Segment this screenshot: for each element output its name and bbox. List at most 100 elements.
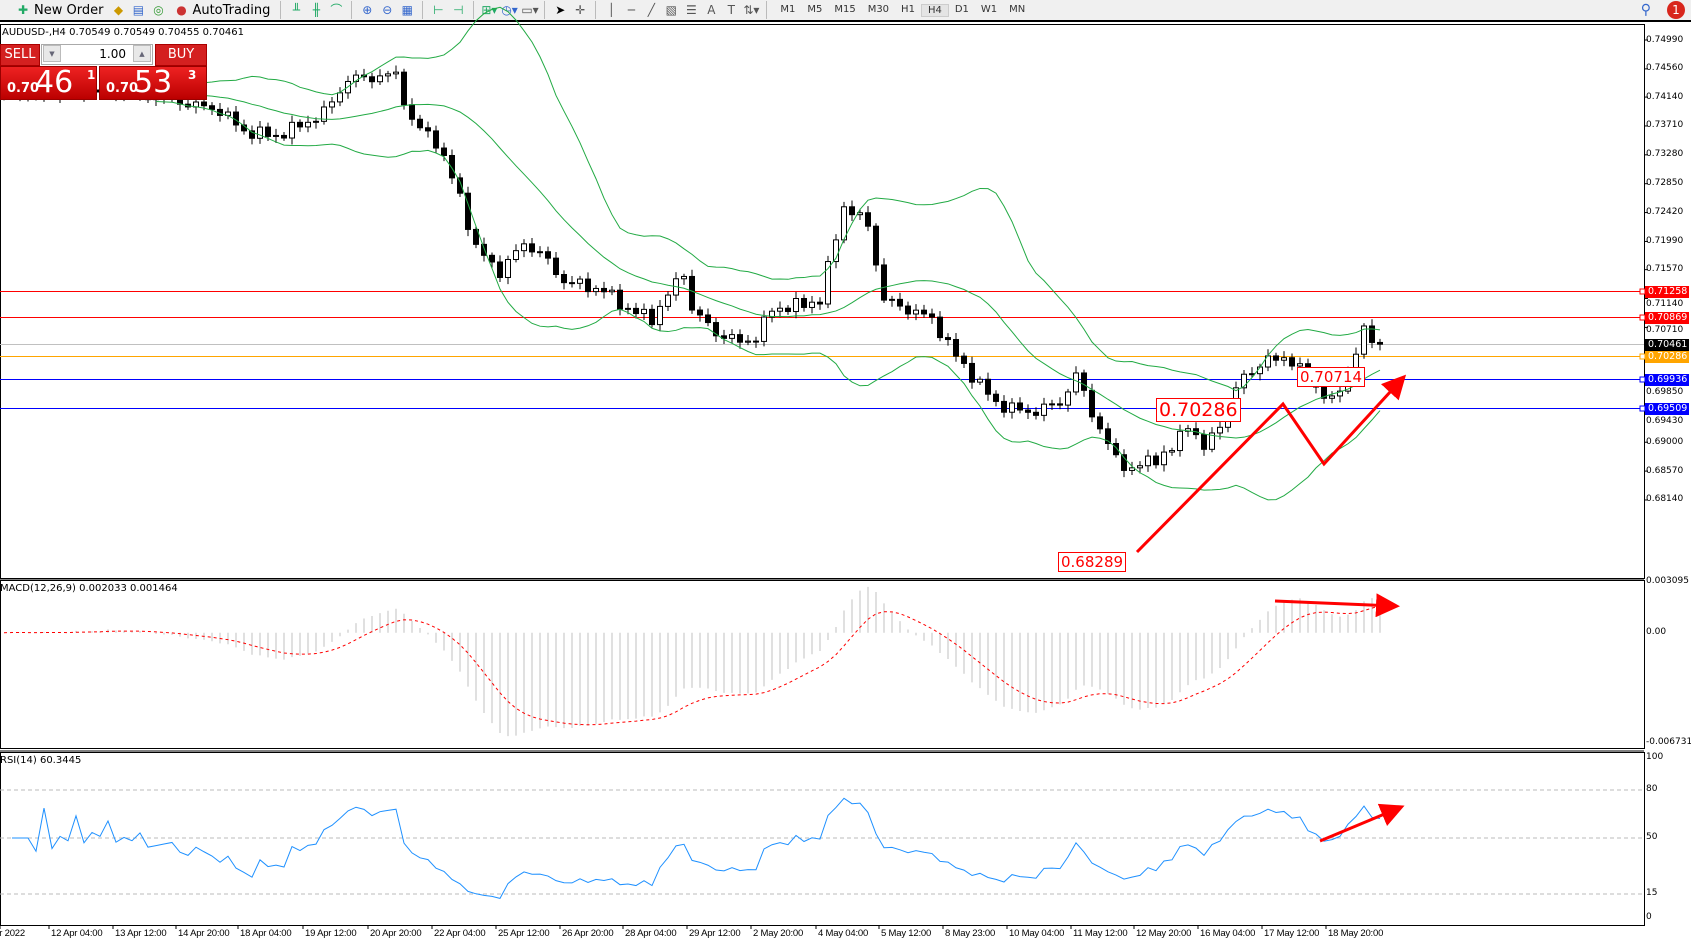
candle-bull <box>321 106 327 122</box>
rsi-line <box>12 797 1381 899</box>
candle-bear <box>993 393 999 402</box>
equidistant-channel-icon[interactable]: ▧ <box>665 3 677 17</box>
horizontal-line-icon[interactable]: ─ <box>627 3 635 17</box>
rsi-axis-label: 50 <box>1646 832 1658 842</box>
indicators-icon[interactable]: ⊞▾ <box>481 3 498 17</box>
time-axis-label: Apr 2022 <box>0 928 25 939</box>
text-icon[interactable]: A <box>707 3 716 17</box>
timeframe-d1[interactable]: D1 <box>954 3 969 15</box>
sell-price-button[interactable]: 0.70 46 1 <box>0 65 97 100</box>
lot-size-input[interactable]: 1.00 <box>41 44 153 65</box>
rsi-arrow <box>1319 803 1405 843</box>
candle-bear <box>705 314 711 324</box>
candle-bear <box>529 243 535 253</box>
candle-bull <box>809 301 815 308</box>
candle-bear <box>553 257 559 276</box>
candle-bull <box>769 310 775 318</box>
toolbar: ✚ New Order ◆ ▤ ◎ ● AutoTrading ╨ ╫ ⌒ ⊕ ⊖ … <box>0 0 1691 22</box>
autoscroll-icon[interactable]: ⊣ <box>453 3 464 17</box>
arrows-icon[interactable]: ⇅▾ <box>743 3 760 17</box>
candle-bull <box>1297 363 1303 367</box>
lot-decrease-button[interactable]: ▼ <box>43 45 61 62</box>
lot-increase-button[interactable]: ▲ <box>133 45 151 62</box>
tile-windows-icon[interactable]: ▦ <box>401 3 413 17</box>
timeframe-h4[interactable]: H4 <box>920 3 949 17</box>
panel-border-2 <box>0 752 1645 926</box>
candle-bear <box>1017 402 1023 411</box>
signals-icon[interactable]: ◎ <box>153 3 164 17</box>
candle-bull <box>1177 430 1183 452</box>
candle-bull <box>393 71 399 75</box>
crosshair-icon[interactable]: ✛ <box>575 3 586 17</box>
rsi-axis-label: 15 <box>1646 888 1658 898</box>
candle-bull <box>793 298 799 313</box>
price-axis-label: 0.71570 <box>1646 264 1684 275</box>
price-axis-label: 0.72420 <box>1646 207 1684 218</box>
chart-shift-icon[interactable]: ⊢ <box>433 3 444 17</box>
candle-bear <box>937 316 943 339</box>
macd-axis-label: -0.006731 <box>1646 737 1691 747</box>
candle-bull <box>1361 325 1367 355</box>
candle-bull <box>537 251 543 254</box>
candle-bear <box>585 278 591 293</box>
zoom-in-icon[interactable]: ⊕ <box>362 3 373 17</box>
annotation-high: 0.70714 <box>1297 367 1366 387</box>
price-axis-label: 0.69430 <box>1646 415 1684 426</box>
periods-icon[interactable]: ◷▾ <box>501 3 518 17</box>
templates-icon[interactable]: ▭▾ <box>521 3 539 17</box>
timeframe-h1[interactable]: H1 <box>901 3 915 15</box>
candlestick-icon[interactable]: ╫ <box>312 3 320 17</box>
vertical-line-icon[interactable]: │ <box>607 3 615 17</box>
candle-bear <box>409 104 415 120</box>
timeframe-m1[interactable]: M1 <box>780 3 796 15</box>
candle-bull <box>313 120 319 123</box>
candle-bull <box>273 134 279 137</box>
fibonacci-icon[interactable]: ☰ <box>685 3 697 17</box>
autotrading-icon: ● <box>176 3 187 17</box>
buy-button[interactable]: BUY <box>155 44 207 66</box>
timeframe-bar: M1 M5 M15 M30 H1 H4 D1 W1 MN <box>774 3 1031 17</box>
cursor-icon[interactable]: ➤ <box>555 3 566 17</box>
navigator-icon[interactable]: ▤ <box>132 3 145 17</box>
new-order-button[interactable]: ✚ New Order <box>12 0 106 20</box>
candle-bear <box>897 298 903 307</box>
timeframe-m30[interactable]: M30 <box>867 3 890 15</box>
autotrading-button[interactable]: ● AutoTrading <box>170 0 273 20</box>
candle-bull <box>305 121 311 128</box>
timeframe-m15[interactable]: M15 <box>834 3 856 15</box>
timeframe-mn[interactable]: MN <box>1009 3 1026 15</box>
time-axis-label: 26 Apr 20:00 <box>562 928 614 939</box>
candle-bear <box>849 206 855 216</box>
text-label-icon[interactable]: T <box>727 3 735 17</box>
macd-axis-label: 0.003095 <box>1646 576 1689 586</box>
timeframe-m5[interactable]: M5 <box>807 3 823 15</box>
bar-chart-icon[interactable]: ╨ <box>292 3 300 17</box>
time-axis-label: 5 May 12:00 <box>881 928 932 939</box>
line-chart-icon[interactable]: ⌒ <box>330 3 343 17</box>
buy-price-button[interactable]: 0.70 53 3 <box>99 65 207 100</box>
candle-bear <box>601 287 607 293</box>
candle-bear <box>881 264 887 301</box>
zoom-out-icon[interactable]: ⊖ <box>382 3 393 17</box>
one-click-trading-panel: SELL 1.00 ▼ ▲ BUY 0.70 46 1 0.70 53 3 <box>0 44 207 101</box>
time-axis-label: 19 Apr 12:00 <box>305 928 357 939</box>
timeframe-w1[interactable]: W1 <box>980 3 998 15</box>
candle-bull <box>377 75 383 83</box>
price-axis-label: 0.74560 <box>1646 63 1684 74</box>
candle-bear <box>425 127 431 132</box>
search-icon[interactable]: ⚲ <box>1640 2 1651 18</box>
candle-bull <box>1137 465 1143 469</box>
candle-bear <box>1113 443 1119 456</box>
candle-bull <box>657 305 663 326</box>
sell-button[interactable]: SELL <box>0 44 40 66</box>
notifications-badge[interactable]: 1 <box>1667 1 1685 19</box>
candle-bull <box>977 378 983 383</box>
time-axis-label: 17 May 12:00 <box>1264 928 1320 939</box>
trendline-icon[interactable]: ╱ <box>647 3 655 17</box>
metaeditor-icon[interactable]: ◆ <box>113 3 124 17</box>
price-axis-label: 0.69000 <box>1646 436 1684 447</box>
candle-bear <box>457 177 463 194</box>
time-axis-label: 16 May 04:00 <box>1200 928 1256 939</box>
macd-header: MACD(12,26,9) 0.002033 0.001464 <box>0 583 178 594</box>
